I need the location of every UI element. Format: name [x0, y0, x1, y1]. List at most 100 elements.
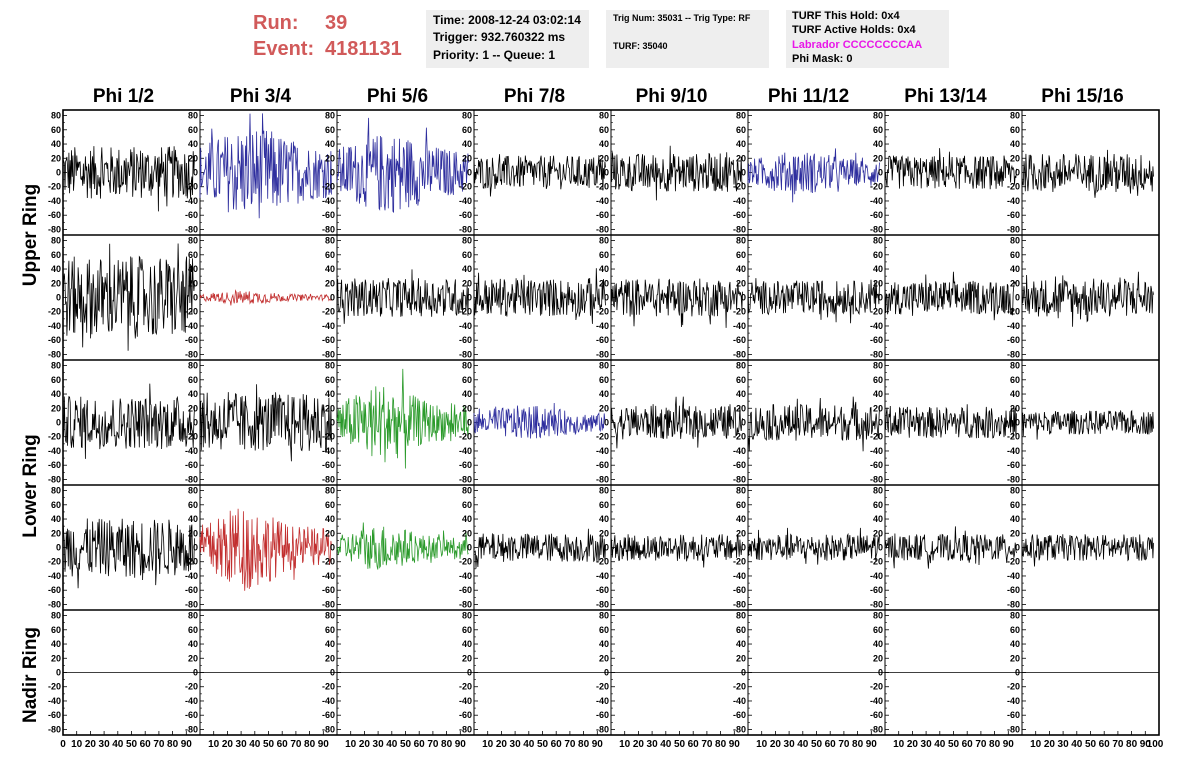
y-tick-label: 60	[1010, 500, 1020, 510]
y-tick-label: 20	[599, 153, 609, 163]
phi-mask-text: Phi Mask: 0	[792, 53, 853, 65]
y-tick-label: -60	[1007, 210, 1020, 220]
y-tick-label: -40	[185, 571, 198, 581]
y-tick-label: 20	[188, 278, 198, 288]
waveform-3-3	[336, 368, 469, 469]
time-text: Time: 2008-12-24 03:02:14	[433, 13, 581, 27]
y-tick-label: 0	[741, 543, 746, 553]
y-tick-label: -20	[48, 557, 61, 567]
y-tick-label: 20	[873, 403, 883, 413]
x-tick-label: 40	[934, 739, 946, 750]
y-tick-label: 60	[325, 375, 335, 385]
y-tick-label: 40	[873, 514, 883, 524]
waveform-2-7	[884, 271, 1017, 321]
y-tick-label: 40	[736, 264, 746, 274]
phi-header-6: Phi 11/12	[767, 86, 850, 107]
waveform-3-5	[610, 396, 743, 449]
y-tick-label: -60	[596, 460, 609, 470]
y-tick-label: -40	[48, 321, 61, 331]
y-tick-label: 40	[462, 389, 472, 399]
x-tick-label: 30	[373, 739, 385, 750]
y-tick-label: -80	[459, 349, 472, 359]
y-tick-label: 80	[599, 111, 609, 121]
y-tick-label: 0	[193, 668, 198, 678]
x-tick-label: 20	[633, 739, 645, 750]
y-tick-label: 80	[325, 486, 335, 496]
y-tick-label: -40	[596, 321, 609, 331]
y-tick-label: -80	[185, 349, 198, 359]
x-tick-label: 60	[277, 739, 289, 750]
phi-header-7: Phi 13/14	[904, 86, 987, 107]
y-tick-label: -20	[185, 432, 198, 442]
y-tick-label: -40	[733, 696, 746, 706]
y-tick-label: 80	[1010, 111, 1020, 121]
waveform-3-7	[884, 404, 1017, 439]
y-tick-label: 0	[193, 168, 198, 178]
y-tick-label: -40	[1007, 196, 1020, 206]
y-tick-label: -80	[459, 474, 472, 484]
x-tick-label: 50	[537, 739, 549, 750]
x-tick-label: 60	[962, 739, 974, 750]
y-tick-label: -80	[596, 474, 609, 484]
x-tick-label: 50	[263, 739, 275, 750]
y-tick-label: 80	[873, 361, 883, 371]
y-tick-label: 40	[462, 139, 472, 149]
x-tick-label: 90	[1003, 739, 1015, 750]
y-tick-label: -80	[596, 599, 609, 609]
y-tick-label: 80	[736, 486, 746, 496]
y-tick-label: 20	[188, 528, 198, 538]
y-tick-label: 60	[51, 625, 61, 635]
y-tick-label: -60	[322, 210, 335, 220]
y-tick-label: -80	[48, 724, 61, 734]
y-tick-label: 40	[188, 139, 198, 149]
x-tick-label: 10	[893, 739, 905, 750]
y-tick-label: -20	[322, 682, 335, 692]
y-tick-label: -80	[185, 724, 198, 734]
event-label: Event:	[253, 38, 315, 60]
x-tick-label: 80	[167, 739, 179, 750]
y-tick-label: 80	[462, 236, 472, 246]
y-tick-label: -80	[1007, 349, 1020, 359]
waveform-1-4	[473, 154, 606, 197]
y-tick-label: 20	[188, 653, 198, 663]
y-tick-label: -40	[596, 571, 609, 581]
y-tick-label: -20	[870, 557, 883, 567]
x-tick-label: 70	[290, 739, 302, 750]
x-tick-label: 50	[948, 739, 960, 750]
y-tick-label: -20	[322, 307, 335, 317]
y-tick-label: 0	[878, 668, 883, 678]
y-tick-label: -20	[870, 682, 883, 692]
y-tick-label: 60	[462, 125, 472, 135]
y-tick-label: 40	[599, 264, 609, 274]
x-tick-label: 50	[126, 739, 138, 750]
x-tick-label: 50	[400, 739, 412, 750]
y-tick-label: 40	[1010, 264, 1020, 274]
y-tick-label: -20	[733, 682, 746, 692]
y-tick-label: 80	[873, 486, 883, 496]
y-tick-label: 20	[462, 278, 472, 288]
x-tick-label: 70	[838, 739, 850, 750]
y-tick-label: -20	[459, 682, 472, 692]
y-tick-label: 0	[56, 418, 61, 428]
y-tick-label: 0	[878, 543, 883, 553]
y-tick-label: -60	[596, 335, 609, 345]
x-tick-label: 70	[1112, 739, 1124, 750]
y-tick-label: 60	[51, 250, 61, 260]
y-tick-label: 20	[1010, 153, 1020, 163]
y-tick-label: 20	[188, 403, 198, 413]
y-tick-label: 20	[736, 278, 746, 288]
y-tick-label: -80	[733, 599, 746, 609]
y-tick-label: -40	[185, 696, 198, 706]
y-tick-label: -40	[1007, 571, 1020, 581]
y-tick-label: -80	[733, 724, 746, 734]
y-tick-label: -40	[322, 696, 335, 706]
y-tick-label: 60	[599, 375, 609, 385]
y-tick-label: -20	[733, 557, 746, 567]
y-tick-label: -20	[596, 682, 609, 692]
y-tick-label: -80	[185, 224, 198, 234]
waveform-1-7	[884, 148, 1017, 190]
y-tick-label: 0	[193, 543, 198, 553]
trigger-text: Trigger: 932.760322 ms	[433, 30, 566, 44]
x-tick-label: 20	[85, 739, 97, 750]
x-tick-label: 30	[784, 739, 796, 750]
